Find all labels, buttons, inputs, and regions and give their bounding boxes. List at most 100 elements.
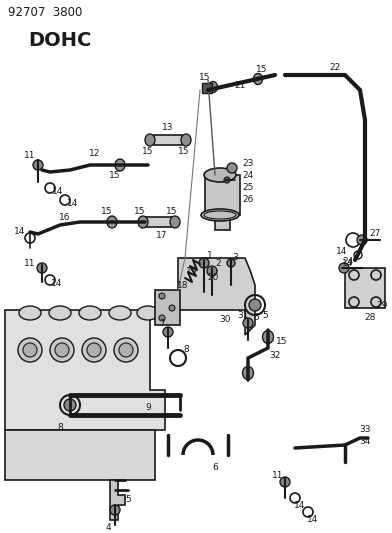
Text: 15: 15 (101, 207, 113, 216)
Circle shape (110, 505, 120, 515)
Ellipse shape (19, 306, 41, 320)
Ellipse shape (170, 216, 180, 228)
Text: 92707  3800: 92707 3800 (8, 5, 82, 19)
Ellipse shape (115, 159, 125, 171)
Polygon shape (110, 480, 125, 520)
Circle shape (249, 299, 261, 311)
Ellipse shape (137, 306, 159, 320)
Circle shape (280, 477, 290, 487)
Text: 25: 25 (242, 182, 254, 191)
Text: 4: 4 (105, 522, 111, 531)
Text: 17: 17 (156, 230, 168, 239)
Circle shape (159, 315, 165, 321)
Text: 15: 15 (178, 148, 190, 157)
Ellipse shape (263, 330, 274, 343)
Ellipse shape (209, 82, 218, 93)
Polygon shape (5, 430, 155, 480)
Text: 19: 19 (186, 268, 198, 277)
Text: 11: 11 (272, 471, 284, 480)
Polygon shape (345, 268, 385, 308)
Text: 8: 8 (183, 345, 189, 354)
Circle shape (55, 343, 69, 357)
Ellipse shape (109, 306, 131, 320)
Text: 15: 15 (109, 171, 121, 180)
Circle shape (87, 343, 101, 357)
Text: 3: 3 (232, 254, 238, 262)
Circle shape (18, 338, 42, 362)
Ellipse shape (201, 209, 239, 221)
Text: 11: 11 (24, 259, 36, 268)
Ellipse shape (138, 216, 148, 228)
Text: 6: 6 (212, 464, 218, 472)
Text: 11: 11 (24, 150, 36, 159)
Text: 26: 26 (242, 196, 254, 205)
Text: 21: 21 (234, 80, 246, 90)
Circle shape (82, 338, 106, 362)
Text: 24: 24 (242, 171, 254, 180)
Ellipse shape (107, 216, 117, 228)
Ellipse shape (181, 134, 191, 146)
Circle shape (33, 160, 43, 170)
Ellipse shape (243, 367, 254, 379)
Circle shape (114, 338, 138, 362)
Text: 12: 12 (89, 149, 101, 158)
Bar (144, 217, 172, 227)
Text: 15: 15 (134, 207, 146, 216)
Text: 8: 8 (57, 424, 63, 432)
Text: 14: 14 (15, 228, 26, 237)
Text: 15: 15 (199, 74, 211, 83)
Circle shape (227, 259, 235, 267)
Text: 32: 32 (269, 351, 281, 359)
Text: 34: 34 (359, 438, 371, 447)
Text: 5: 5 (125, 496, 131, 505)
Ellipse shape (204, 168, 236, 182)
Text: 28: 28 (364, 312, 376, 321)
Circle shape (119, 343, 133, 357)
Text: 15: 15 (256, 66, 268, 75)
Text: 14: 14 (307, 515, 319, 524)
Circle shape (169, 305, 175, 311)
Text: 2: 2 (215, 259, 221, 268)
Polygon shape (205, 175, 240, 230)
Circle shape (243, 318, 253, 328)
Polygon shape (178, 258, 255, 335)
Circle shape (64, 399, 76, 411)
Text: 15: 15 (166, 207, 178, 216)
Circle shape (339, 263, 349, 273)
Circle shape (199, 258, 209, 268)
Circle shape (207, 266, 217, 276)
Text: 9: 9 (145, 403, 151, 413)
Polygon shape (5, 310, 165, 430)
Ellipse shape (79, 306, 101, 320)
Text: 29: 29 (376, 301, 388, 310)
Text: 24: 24 (342, 257, 354, 266)
Text: 14: 14 (342, 260, 354, 269)
Text: 7: 7 (159, 319, 165, 328)
Text: DOHC: DOHC (28, 30, 91, 50)
Text: 16: 16 (59, 214, 71, 222)
Ellipse shape (254, 74, 263, 85)
Text: 5: 5 (262, 311, 268, 320)
Circle shape (227, 163, 237, 173)
Circle shape (23, 343, 37, 357)
Text: 14: 14 (294, 500, 306, 510)
Bar (154, 135, 182, 145)
Ellipse shape (145, 134, 155, 146)
Text: 1: 1 (207, 251, 213, 260)
Text: 20: 20 (207, 273, 219, 282)
Bar (202, 83, 212, 93)
Polygon shape (155, 290, 180, 325)
Circle shape (50, 338, 74, 362)
Text: 14: 14 (67, 199, 79, 208)
Text: 15: 15 (276, 337, 288, 346)
Text: 13: 13 (162, 124, 174, 133)
Text: 27: 27 (369, 229, 381, 238)
Ellipse shape (49, 306, 71, 320)
Circle shape (163, 327, 173, 337)
Text: 15: 15 (142, 148, 154, 157)
Text: 30: 30 (219, 316, 231, 325)
Text: 14: 14 (51, 279, 63, 288)
Text: 14: 14 (52, 188, 64, 197)
Text: 33: 33 (359, 425, 371, 434)
Circle shape (224, 177, 230, 183)
